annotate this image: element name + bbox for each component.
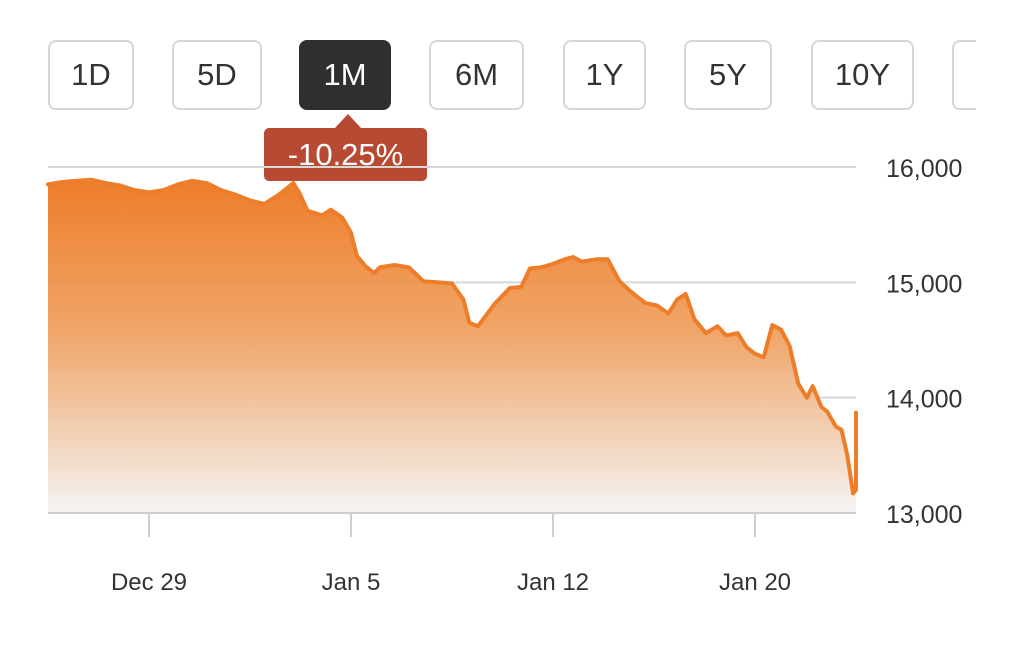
range-button-5d[interactable]: 5D	[172, 40, 262, 110]
x-tick-label: Dec 29	[111, 569, 187, 596]
x-tick-label: Jan 5	[322, 569, 381, 596]
y-tick-label: 13,000	[886, 501, 962, 529]
price-line	[46, 177, 858, 496]
x-tick-label: Jan 20	[719, 569, 791, 596]
x-axis: Dec 29 Jan 5 Jan 12 Jan 20	[48, 512, 856, 596]
range-button-6m[interactable]: 6M	[429, 40, 524, 110]
range-selector: 1D 5D 1M 6M 1Y 5Y 10Y	[0, 40, 976, 114]
change-badge: -10.25%	[264, 128, 427, 181]
range-button-1m[interactable]: 1M	[299, 40, 391, 110]
y-tick-label: 14,000	[886, 386, 962, 414]
range-button-10y[interactable]: 10Y	[811, 40, 914, 110]
y-tick-label: 16,000	[886, 155, 962, 183]
range-button-1y[interactable]: 1Y	[563, 40, 646, 110]
x-tick-label: Jan 12	[517, 569, 589, 596]
y-axis-labels: 16,000 15,000 14,000 13,000	[886, 155, 962, 529]
change-badge-pointer	[334, 114, 362, 129]
range-button-5y[interactable]: 5Y	[684, 40, 772, 110]
range-button-1d[interactable]: 1D	[48, 40, 134, 110]
price-area	[48, 179, 856, 513]
range-button-more[interactable]	[952, 40, 976, 110]
y-tick-label: 15,000	[886, 270, 962, 298]
